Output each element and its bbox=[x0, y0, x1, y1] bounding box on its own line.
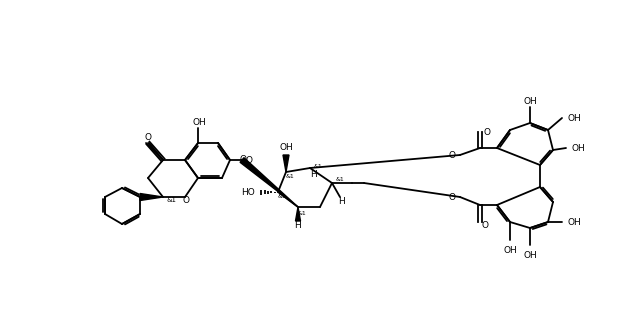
Polygon shape bbox=[283, 155, 289, 172]
Text: &1: &1 bbox=[166, 197, 176, 203]
Text: OH: OH bbox=[192, 118, 206, 126]
Text: O: O bbox=[182, 196, 189, 205]
Text: &1: &1 bbox=[336, 176, 344, 181]
Text: H: H bbox=[295, 220, 301, 229]
Text: H: H bbox=[338, 197, 345, 206]
Text: OH: OH bbox=[568, 114, 582, 122]
Text: &1: &1 bbox=[298, 211, 306, 215]
Text: OH: OH bbox=[523, 251, 537, 260]
Text: O: O bbox=[246, 156, 253, 165]
Text: O: O bbox=[482, 220, 489, 229]
Text: O: O bbox=[144, 132, 152, 141]
Text: OH: OH bbox=[503, 246, 517, 255]
Polygon shape bbox=[240, 158, 298, 207]
Text: &1: &1 bbox=[277, 194, 286, 199]
Text: HO: HO bbox=[241, 187, 255, 197]
Text: O: O bbox=[484, 127, 491, 136]
Text: &1: &1 bbox=[314, 164, 322, 168]
Polygon shape bbox=[140, 194, 163, 201]
Text: OH: OH bbox=[279, 143, 293, 152]
Polygon shape bbox=[295, 207, 300, 221]
Text: OH: OH bbox=[572, 144, 586, 153]
Text: &1: &1 bbox=[286, 173, 295, 178]
Text: H: H bbox=[311, 169, 317, 178]
Text: O: O bbox=[239, 155, 247, 164]
Text: OH: OH bbox=[568, 217, 582, 226]
Text: O: O bbox=[449, 193, 456, 202]
Text: O: O bbox=[449, 151, 456, 160]
Text: OH: OH bbox=[523, 97, 537, 106]
